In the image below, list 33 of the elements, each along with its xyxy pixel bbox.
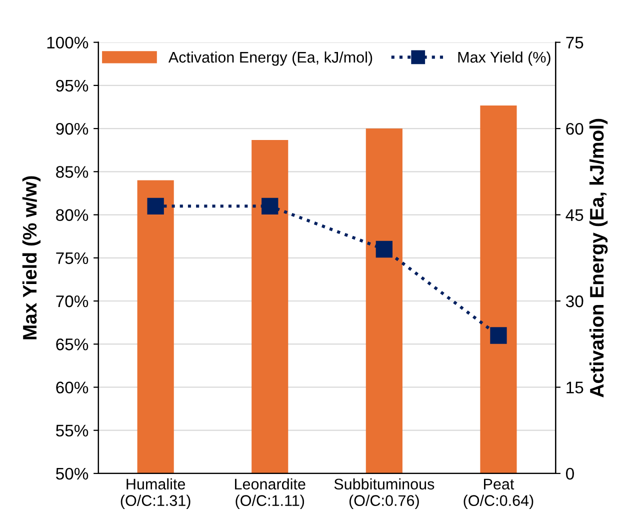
y2-tick-label: 45: [566, 209, 584, 221]
y-tick-label: 55%: [56, 424, 88, 437]
point: [262, 198, 278, 214]
y2-tick-label: 30: [566, 295, 584, 308]
point: [147, 198, 164, 214]
bar: [366, 128, 402, 474]
bar: [480, 106, 517, 474]
y-tick-label: 85%: [56, 166, 88, 178]
y2-tick-label: 75: [566, 36, 584, 49]
y-tick-label: 65%: [56, 338, 88, 350]
y2-tick-label: 15: [566, 382, 584, 394]
legend-label: Activation Energy (Ea, kJ/mol): [168, 51, 372, 66]
y2-axis-title: Activation Energy (Ea, kJ/mol): [589, 118, 608, 398]
y-tick-label: 100%: [47, 36, 88, 49]
y2-tick-label: 60: [566, 122, 584, 135]
y-tick-label: 75%: [56, 252, 88, 264]
bar: [137, 180, 174, 474]
y2-tick-label: 0: [566, 468, 574, 480]
y-tick-label: 50%: [56, 468, 88, 480]
point: [376, 240, 393, 258]
y-tick-label: 95%: [56, 80, 88, 92]
y-tick-label: 60%: [56, 382, 88, 394]
x-tick-label: Peat (O/C:0.64): [464, 478, 534, 510]
x-tick-label: Leonardite (O/C:1.11): [235, 478, 306, 510]
x-tick-label: Humalite (O/C:1.31): [120, 478, 190, 510]
y-tick-label: 70%: [56, 295, 88, 308]
legend-label: Max Yield (%): [458, 51, 550, 66]
y-tick-label: 90%: [56, 122, 88, 135]
point: [490, 327, 507, 344]
bar: [252, 140, 288, 474]
y-tick-label: 80%: [56, 209, 88, 221]
x-tick-label: Subbituminous (O/C:0.76): [334, 478, 434, 510]
y-axis-title: Max Yield (% w/w): [22, 176, 41, 340]
